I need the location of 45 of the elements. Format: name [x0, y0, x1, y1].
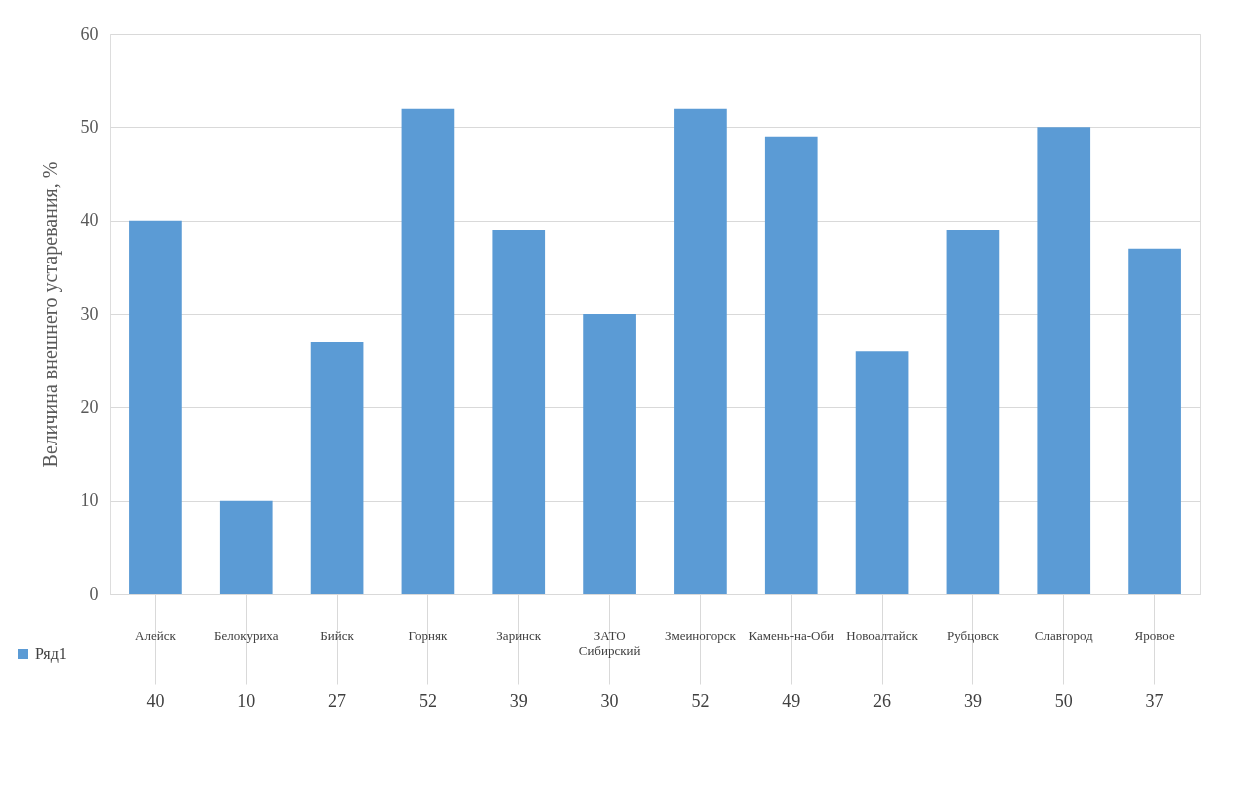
data-label: 39 — [963, 691, 982, 711]
x-tick-label: Змеиногорск — [664, 627, 737, 643]
y-tick-label: 40 — [80, 210, 99, 231]
bar — [764, 136, 818, 594]
data-label: 49 — [782, 691, 801, 711]
bar — [583, 314, 636, 594]
data-label: 52 — [691, 691, 710, 711]
bar — [946, 230, 1000, 594]
bar — [219, 500, 273, 594]
x-tick-label: Заринск — [496, 627, 542, 643]
x-tick-label: Алейск — [135, 627, 177, 643]
x-tick-label: Белокуриха — [214, 627, 279, 643]
bar — [1128, 248, 1181, 594]
bar — [674, 108, 727, 594]
bar — [310, 342, 364, 594]
legend-label: Ряд1 — [35, 645, 67, 663]
data-label: 26 — [873, 691, 892, 711]
y-tick-label: 50 — [80, 116, 99, 137]
y-tick-label: 10 — [80, 490, 99, 511]
y-tick-label: 60 — [80, 23, 99, 44]
bar — [401, 108, 455, 594]
y-tick-label: 30 — [80, 303, 99, 324]
x-tick-label: Славгород — [1034, 627, 1094, 643]
x-tick-label: Горняк — [408, 627, 448, 643]
y-tick-label: 20 — [80, 396, 99, 417]
y-tick-label: 0 — [89, 583, 99, 604]
data-label: 10 — [237, 691, 256, 711]
data-label: 52 — [418, 691, 437, 711]
x-tick-label: Яровое — [1134, 627, 1175, 643]
x-tick-label: Камень-на-Оби — [748, 627, 835, 643]
bar — [855, 351, 909, 594]
y-axis-title: Величина внешнего устаревания, % — [38, 161, 62, 468]
bar — [1037, 127, 1091, 594]
x-tick-label: Бийск — [320, 627, 355, 643]
data-label: 27 — [328, 691, 347, 711]
data-label: 40 — [146, 691, 165, 711]
data-label: 30 — [600, 691, 619, 711]
data-label: 37 — [1145, 691, 1164, 711]
data-label: 50 — [1054, 691, 1073, 711]
data-label: 39 — [509, 691, 528, 711]
x-tick-label: ЗАТО Сибирский — [578, 627, 641, 658]
x-tick-label: Рубцовск — [947, 627, 1000, 643]
bar — [492, 230, 546, 594]
x-tick-label: Новоалтайск — [846, 627, 919, 643]
bar — [129, 220, 182, 594]
